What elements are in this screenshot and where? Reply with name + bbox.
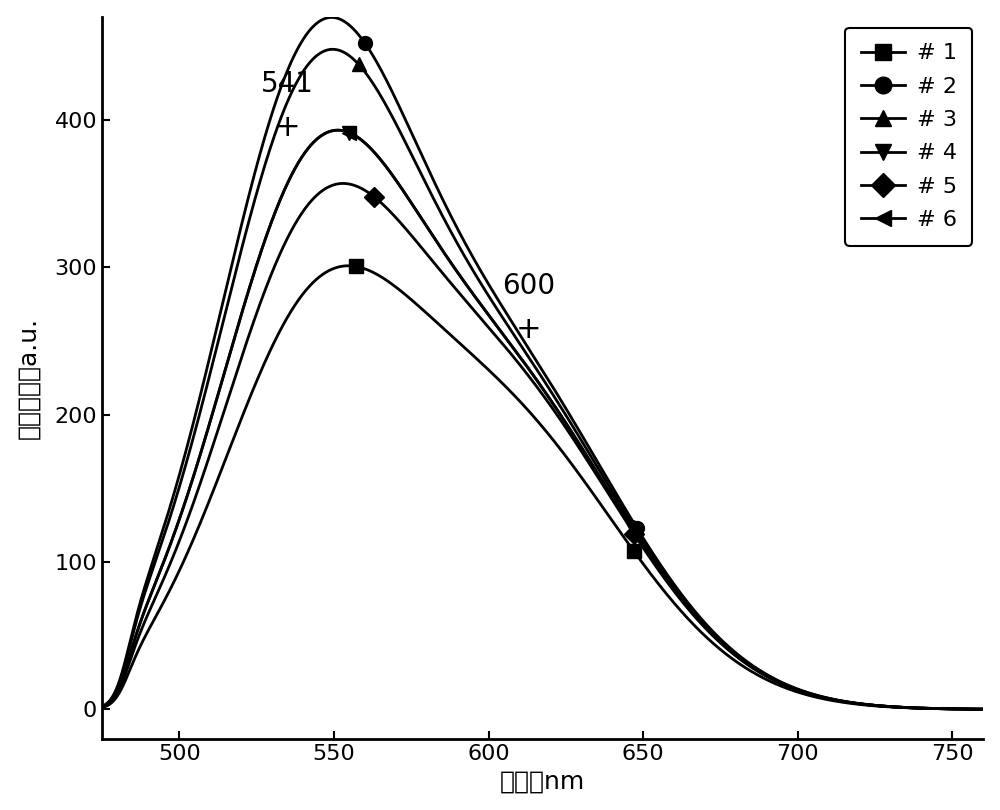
Legend: # 1, # 2, # 3, # 4, # 5, # 6: # 1, # 2, # 3, # 4, # 5, # 6 (845, 28, 972, 245)
Y-axis label: 发光强度，a.u.: 发光强度，a.u. (17, 317, 41, 439)
Text: 541: 541 (261, 70, 314, 98)
Text: +: + (275, 113, 300, 142)
X-axis label: 波长，nm: 波长，nm (500, 770, 585, 793)
Text: +: + (516, 315, 542, 344)
Text: 600: 600 (502, 271, 555, 300)
